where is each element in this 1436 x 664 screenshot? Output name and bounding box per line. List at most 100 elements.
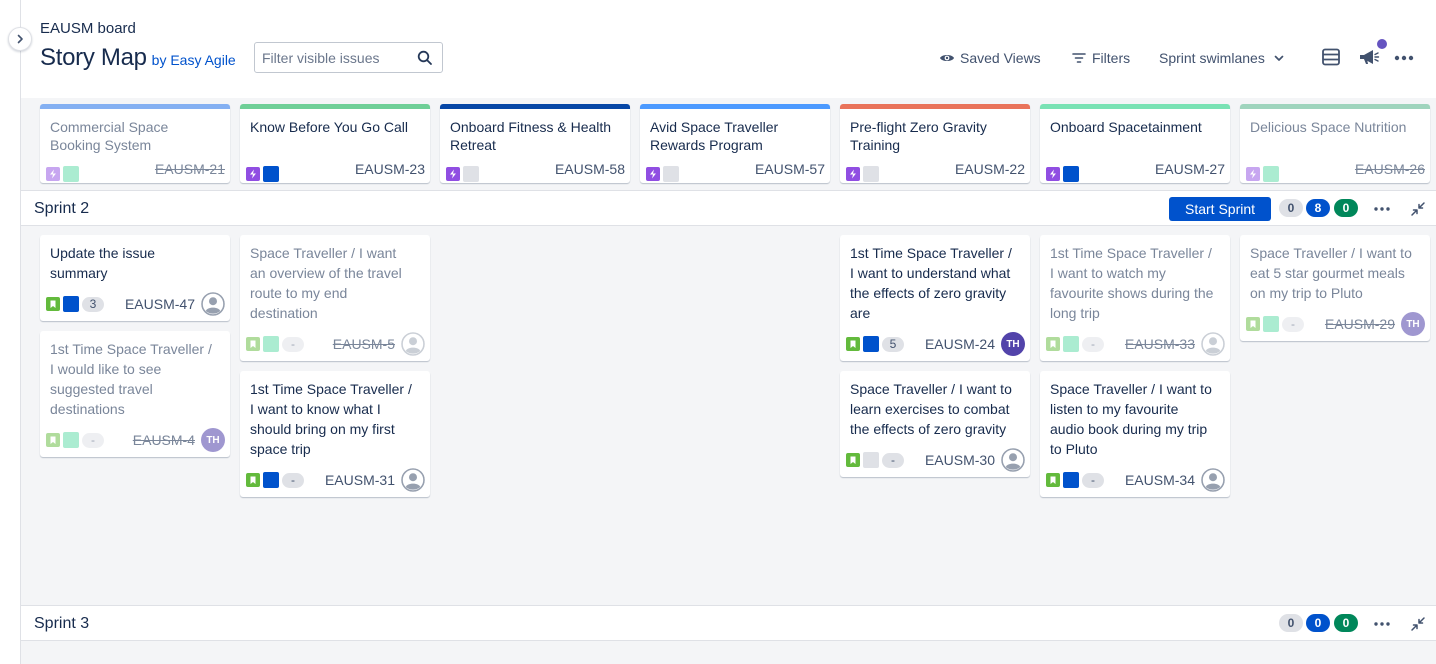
unassigned-avatar-icon[interactable]: [401, 332, 425, 356]
card-title: 1st Time Space Traveller / I want to und…: [850, 245, 1012, 321]
card-title: Space Traveller / I want to eat 5 star g…: [1250, 245, 1412, 301]
sprint-header-sprint-2: Sprint 2 Start Sprint 0 8 0: [21, 190, 1436, 226]
more-icon[interactable]: [1393, 48, 1415, 68]
notification-dot: [1377, 39, 1387, 49]
unassigned-avatar-icon[interactable]: [201, 292, 225, 316]
issue-key[interactable]: EAUSM-29: [1324, 316, 1395, 332]
unassigned-avatar-icon[interactable]: [1201, 332, 1225, 356]
saved-views-label: Saved Views: [960, 50, 1041, 66]
status-square: [1063, 166, 1079, 182]
megaphone-icon[interactable]: [1358, 47, 1380, 67]
status-square: [863, 452, 879, 468]
epic-icons: [246, 166, 282, 182]
page-title: Story Map: [40, 44, 147, 71]
epic-card[interactable]: Know Before You Go Call EAUSM-23: [240, 104, 430, 183]
story-card[interactable]: Space Traveller / I want to learn exerci…: [840, 371, 1030, 477]
card-footer: - EAUSM-5: [246, 332, 425, 356]
status-square: [1263, 166, 1279, 182]
status-square: [1063, 336, 1079, 352]
collapse-icon[interactable]: [1410, 616, 1426, 632]
issue-key[interactable]: EAUSM-30: [924, 452, 995, 468]
avatar[interactable]: TH: [1401, 312, 1425, 336]
unassigned-avatar-icon[interactable]: [401, 468, 425, 492]
epic-card[interactable]: Onboard Fitness & Health Retreat EAUSM-58: [440, 104, 630, 183]
search-box[interactable]: [254, 42, 443, 73]
card-title: Space Traveller / I want to listen to my…: [1050, 381, 1212, 457]
issue-key[interactable]: EAUSM-22: [954, 161, 1025, 177]
status-square: [263, 472, 279, 488]
story-card[interactable]: 1st Time Space Traveller / I want to kno…: [240, 371, 430, 497]
issue-key[interactable]: EAUSM-33: [1124, 336, 1195, 352]
epic-title: Onboard Fitness & Health Retreat: [450, 119, 612, 153]
issue-key[interactable]: EAUSM-57: [754, 161, 825, 177]
card-footer: - EAUSM-30: [846, 448, 1025, 472]
search-input[interactable]: [255, 43, 411, 72]
todo-count-badge: 0: [1279, 614, 1303, 632]
issue-key[interactable]: EAUSM-26: [1354, 161, 1425, 177]
avatar[interactable]: TH: [1001, 332, 1025, 356]
status-square: [663, 166, 679, 182]
issue-key[interactable]: EAUSM-58: [554, 161, 625, 177]
done-count-badge: 0: [1334, 614, 1358, 632]
issue-key[interactable]: EAUSM-5: [332, 336, 395, 352]
search-icon[interactable]: [417, 50, 433, 66]
saved-views-button[interactable]: Saved Views: [939, 46, 1041, 70]
epic-color-bar: [1240, 104, 1430, 109]
epic-card[interactable]: Commercial Space Booking System EAUSM-21: [40, 104, 230, 183]
story-points-badge: -: [1082, 472, 1104, 488]
epic-card[interactable]: Pre-flight Zero Gravity Training EAUSM-22: [840, 104, 1030, 183]
epic-card[interactable]: Avid Space Traveller Rewards Program EAUS…: [640, 104, 830, 183]
story-card[interactable]: Space Traveller / I want to eat 5 star g…: [1240, 235, 1430, 341]
filters-button[interactable]: Filters: [1071, 46, 1130, 70]
story-card[interactable]: Space Traveller / I want to listen to my…: [1040, 371, 1230, 497]
epic-icons: [846, 166, 882, 182]
status-square: [63, 166, 79, 182]
epic-type-icon: [1046, 167, 1060, 181]
story-card[interactable]: 1st Time Space Traveller / I want to wat…: [1040, 235, 1230, 361]
status-square: [1263, 316, 1279, 332]
swimlanes-dropdown[interactable]: Sprint swimlanes: [1159, 46, 1285, 70]
epic-color-bar: [640, 104, 830, 109]
story-type-icon: [1246, 317, 1260, 331]
issue-key[interactable]: EAUSM-34: [1124, 472, 1195, 488]
issue-key[interactable]: EAUSM-24: [924, 336, 995, 352]
epic-type-icon: [846, 167, 860, 181]
story-card[interactable]: Space Traveller / I want an overview of …: [240, 235, 430, 361]
issue-key[interactable]: EAUSM-31: [324, 472, 395, 488]
issue-key[interactable]: EAUSM-27: [1154, 161, 1225, 177]
epic-color-bar: [40, 104, 230, 109]
epic-title: Delicious Space Nutrition: [1250, 119, 1407, 135]
start-sprint-button[interactable]: Start Sprint: [1169, 197, 1271, 221]
story-card[interactable]: 1st Time Space Traveller / I want to und…: [840, 235, 1030, 361]
epic-card[interactable]: Onboard Spacetainment EAUSM-27: [1040, 104, 1230, 183]
epic-color-bar: [1040, 104, 1230, 109]
epic-title: Commercial Space Booking System: [50, 119, 169, 153]
card-footer: 3 EAUSM-47: [46, 292, 225, 316]
more-icon[interactable]: [1371, 616, 1393, 632]
issue-key[interactable]: EAUSM-23: [354, 161, 425, 177]
done-count-badge: 0: [1334, 199, 1358, 217]
todo-count-badge: 0: [1279, 199, 1303, 217]
card-title: 1st Time Space Traveller / I want to wat…: [1050, 245, 1214, 321]
unassigned-avatar-icon[interactable]: [1201, 468, 1225, 492]
more-icon[interactable]: [1371, 201, 1393, 217]
epic-icons: [446, 166, 482, 182]
collapse-icon[interactable]: [1410, 201, 1426, 217]
card-title: Update the issue summary: [50, 245, 156, 281]
title-group: Story Map by Easy Agile: [40, 44, 236, 72]
board-settings-icon[interactable]: [1321, 47, 1341, 67]
epic-title: Pre-flight Zero Gravity Training: [850, 119, 987, 153]
avatar[interactable]: TH: [201, 428, 225, 452]
byline-link[interactable]: by Easy Agile: [151, 52, 236, 68]
epic-card[interactable]: Delicious Space Nutrition EAUSM-26: [1240, 104, 1430, 183]
unassigned-avatar-icon[interactable]: [1001, 448, 1025, 472]
issue-key[interactable]: EAUSM-47: [124, 296, 195, 312]
story-card[interactable]: 1st Time Space Traveller / I would like …: [40, 331, 230, 457]
issue-key[interactable]: EAUSM-4: [132, 432, 195, 448]
issue-key[interactable]: EAUSM-21: [154, 161, 225, 177]
story-card[interactable]: Update the issue summary 3 EAUSM-47: [40, 235, 230, 321]
story-type-icon: [846, 453, 860, 467]
story-points-badge: -: [1282, 316, 1304, 332]
expand-sidebar-button[interactable]: [8, 27, 32, 51]
epic-color-bar: [240, 104, 430, 109]
